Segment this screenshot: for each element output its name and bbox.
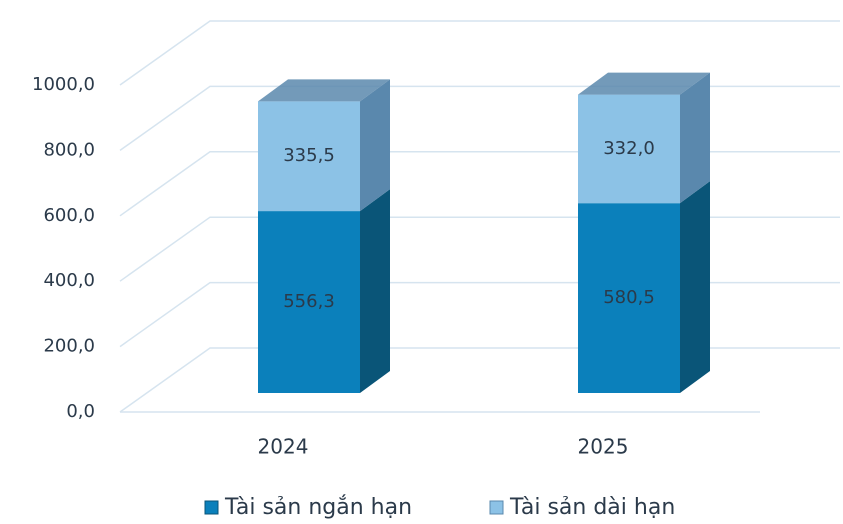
data-label: 332,0 — [603, 138, 655, 159]
bar-segment — [258, 211, 360, 393]
legend-swatch — [204, 500, 219, 515]
bar-segment — [578, 94, 680, 204]
data-label: 556,3 — [283, 291, 335, 312]
bar-segment — [578, 203, 680, 393]
data-label: 335,5 — [283, 145, 335, 166]
y-tick-label: 1000,0 — [32, 74, 95, 95]
bar-side — [360, 79, 390, 212]
bar-side — [680, 72, 710, 204]
bar-top — [258, 79, 390, 102]
grid-line — [119, 281, 840, 348]
y-tick-label: 800,0 — [43, 139, 95, 160]
grid-line — [119, 216, 840, 282]
bar-top — [578, 72, 710, 95]
legend-swatch — [489, 500, 504, 515]
bar-side — [360, 189, 390, 393]
y-tick-label: 0,0 — [66, 401, 95, 422]
x-tick-label: 2025 — [578, 435, 629, 459]
y-tick-label: 400,0 — [43, 270, 95, 291]
legend-label: Tài sản dài hạn — [509, 495, 675, 520]
y-tick-label: 600,0 — [43, 205, 95, 226]
y-tick-label: 200,0 — [43, 336, 95, 357]
bar-segment — [258, 101, 360, 212]
grid-line — [119, 151, 840, 217]
grid-line — [119, 347, 840, 413]
bar-side — [680, 181, 710, 393]
data-label: 580,5 — [603, 287, 655, 308]
grid-line — [119, 20, 840, 86]
legend-label: Tài sản ngắn hạn — [224, 495, 412, 520]
x-tick-label: 2024 — [258, 435, 309, 459]
grid-line — [119, 85, 840, 152]
